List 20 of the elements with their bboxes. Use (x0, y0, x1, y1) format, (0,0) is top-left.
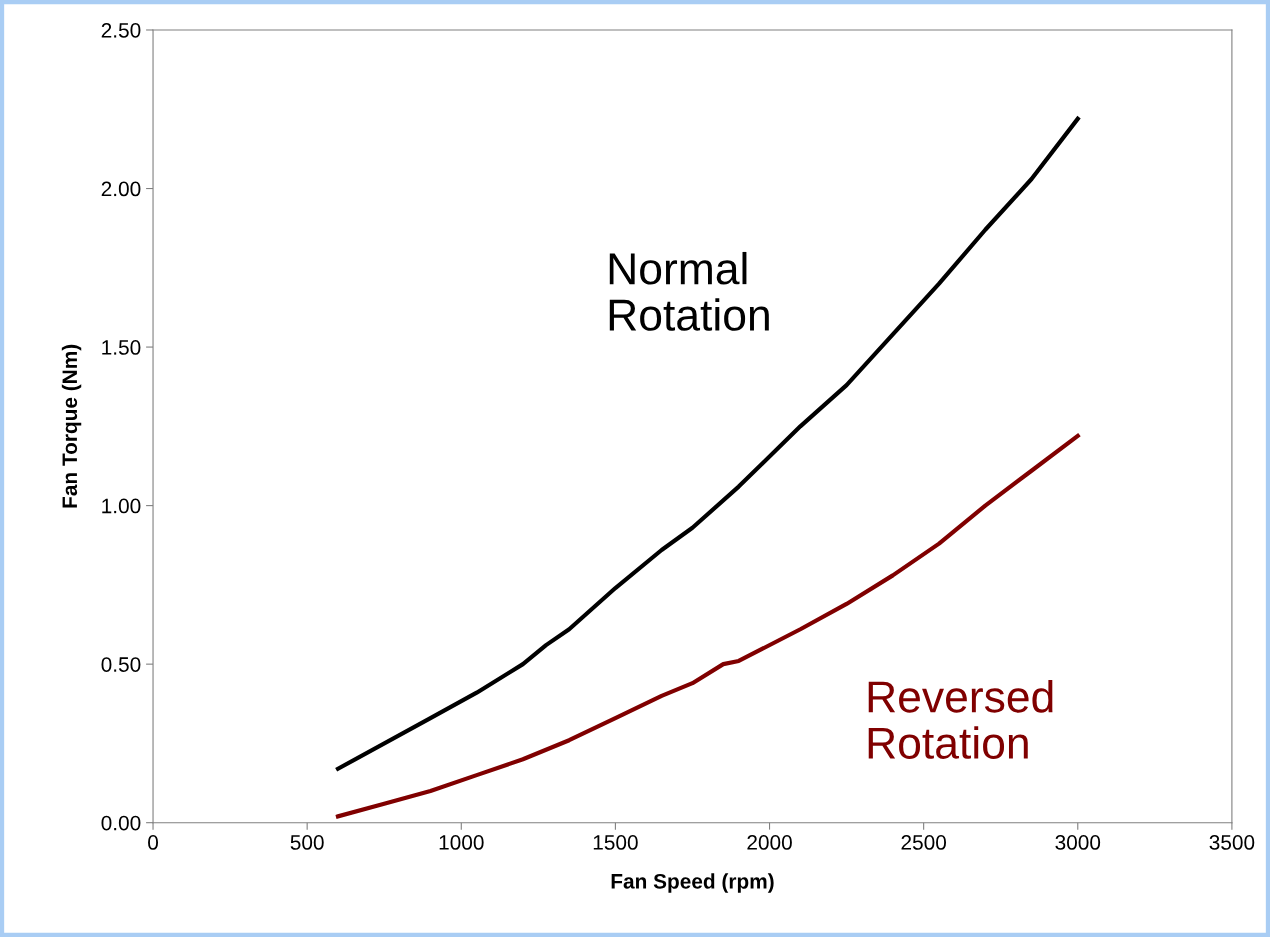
y-tick-label: 0.50 (101, 657, 141, 672)
line-series (335, 116, 1080, 771)
y-tick-label: 2.00 (101, 181, 141, 197)
x-tick-label: 0 (148, 835, 159, 850)
y-tick-label: 1.50 (102, 340, 141, 355)
x-tick-label: 3500 (1209, 835, 1255, 850)
line-series (335, 433, 1080, 819)
x-tick-label: 1500 (593, 835, 638, 850)
x-axis-title: Fan Speed (rpm) (611, 873, 774, 893)
series-label: Reversed Rotation (868, 680, 1053, 759)
x-tick-label: 1000 (439, 835, 484, 850)
x-tick-label: 2500 (901, 835, 947, 850)
x-tick-label: 3000 (1055, 835, 1101, 850)
x-tick-label: 2000 (747, 835, 792, 850)
y-axis-title: Fan Torque (Nm) (61, 344, 82, 508)
x-tick-label: 500 (290, 835, 324, 850)
y-tick-label: 1.00 (102, 498, 141, 514)
y-tick-label: 0.00 (101, 815, 141, 831)
text: Normal Rotation (609, 251, 769, 331)
y-tick-label: 2.50 (101, 22, 141, 38)
